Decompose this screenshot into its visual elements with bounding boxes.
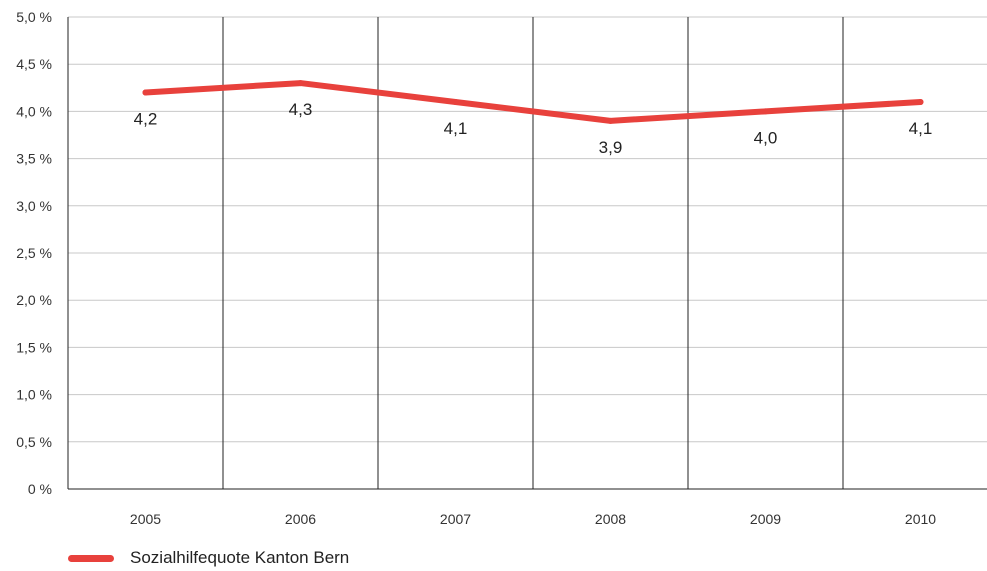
y-tick-label: 4,5 %	[16, 56, 52, 72]
data-point	[142, 89, 149, 96]
x-tick-label: 2005	[130, 511, 161, 527]
x-tick-label: 2008	[595, 511, 626, 527]
data-label: 4,1	[444, 119, 468, 138]
legend: Sozialhilfequote Kanton Bern	[68, 548, 349, 568]
x-tick-label: 2007	[440, 511, 471, 527]
y-tick-label: 0,5 %	[16, 434, 52, 450]
x-tick-label: 2009	[750, 511, 781, 527]
data-point	[297, 80, 304, 87]
legend-swatch	[68, 554, 114, 562]
data-point	[607, 117, 614, 124]
y-tick-label: 4,0 %	[16, 103, 52, 119]
data-point	[762, 108, 769, 115]
y-tick-label: 5,0 %	[16, 9, 52, 25]
y-tick-label: 3,0 %	[16, 198, 52, 214]
y-tick-label: 3,5 %	[16, 151, 52, 167]
data-label: 4,2	[134, 110, 158, 129]
data-point	[917, 98, 924, 105]
y-tick-label: 1,0 %	[16, 387, 52, 403]
data-label: 4,0	[754, 128, 778, 147]
y-tick-label: 0 %	[28, 481, 52, 497]
y-tick-label: 2,0 %	[16, 292, 52, 308]
y-tick-label: 1,5 %	[16, 339, 52, 355]
x-tick-label: 2006	[285, 511, 316, 527]
data-label: 3,9	[599, 138, 623, 157]
legend-label: Sozialhilfequote Kanton Bern	[130, 548, 350, 567]
x-tick-label: 2010	[905, 511, 936, 527]
series-line	[142, 80, 924, 124]
data-point	[452, 98, 459, 105]
data-label: 4,3	[289, 100, 313, 119]
y-tick-label: 2,5 %	[16, 245, 52, 261]
data-label: 4,1	[909, 119, 933, 138]
